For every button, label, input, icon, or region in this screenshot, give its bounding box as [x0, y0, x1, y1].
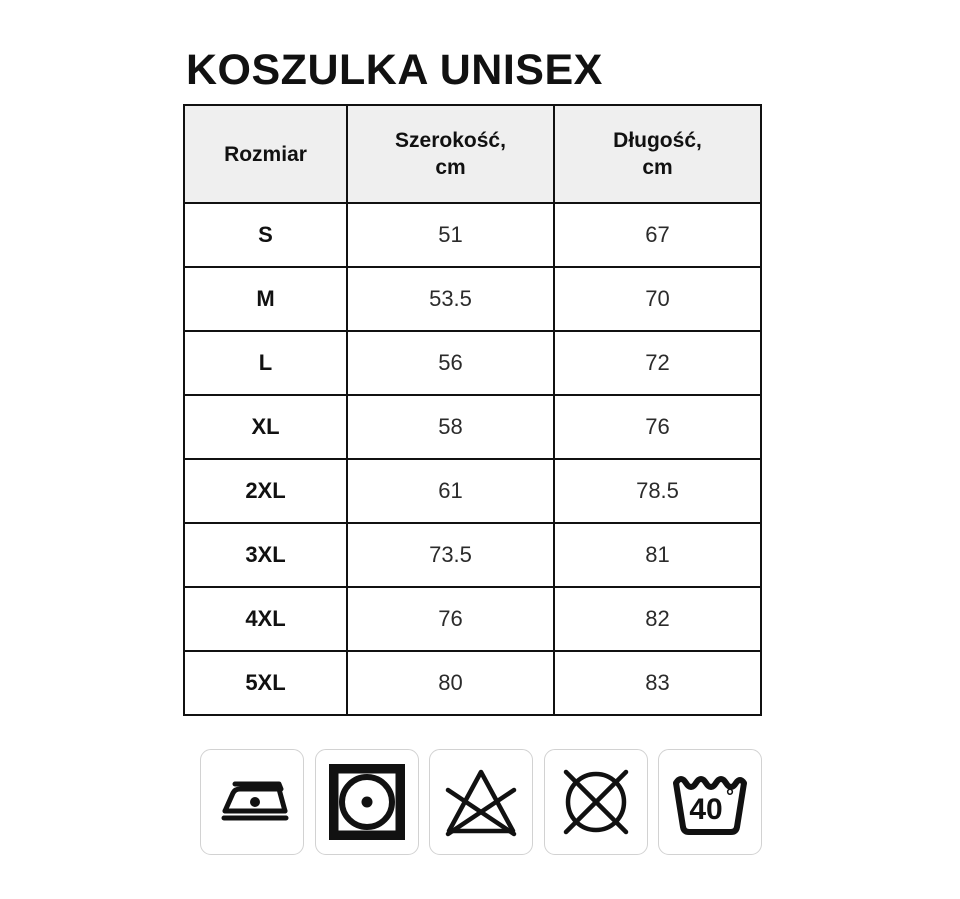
- size-table-body: S 51 67 M 53.5 70 L 56 72 XL 58 76 2XL 6: [183, 202, 762, 716]
- table-row: 4XL 76 82: [183, 586, 762, 652]
- care-symbol-iron: [200, 749, 304, 855]
- column-header-width-label: Szerokość,: [395, 129, 506, 152]
- cell-size: L: [183, 330, 348, 396]
- cell-width: 61: [346, 458, 555, 524]
- cell-length: 70: [553, 266, 762, 332]
- cell-width: 56: [346, 330, 555, 396]
- cell-size: S: [183, 202, 348, 268]
- page-title: KOSZULKA UNISEX: [186, 46, 603, 94]
- table-row: M 53.5 70: [183, 266, 762, 332]
- tumble-dry-low-heat-icon: [328, 764, 405, 840]
- cell-size: 2XL: [183, 458, 348, 524]
- table-row: S 51 67: [183, 202, 762, 268]
- cell-size: 3XL: [183, 522, 348, 588]
- column-header-size-label: Rozmiar: [224, 142, 307, 166]
- wash-temperature-label: 40: [689, 793, 722, 826]
- iron-low-heat-icon: [213, 771, 291, 833]
- wash-temperature-degree: °: [726, 786, 734, 808]
- cell-length: 82: [553, 586, 762, 652]
- care-symbol-do-not-dry-clean: [543, 749, 648, 855]
- cell-size: XL: [183, 394, 348, 460]
- column-header-width: Szerokość, cm: [346, 104, 555, 204]
- table-row: L 56 72: [183, 330, 762, 396]
- table-row: 5XL 80 83: [183, 650, 762, 716]
- cell-width: 73.5: [346, 522, 555, 588]
- cell-length: 76: [553, 394, 762, 460]
- do-not-bleach-icon: [443, 766, 519, 838]
- cell-width: 80: [346, 650, 555, 716]
- care-symbol-do-not-bleach: [429, 749, 533, 855]
- cell-length: 72: [553, 330, 762, 396]
- table-row: 2XL 61 78.5: [183, 458, 762, 524]
- cell-width: 53.5: [346, 266, 555, 332]
- table-row: 3XL 73.5 81: [183, 522, 762, 588]
- table-header-row: Rozmiar Szerokość, cm Długość, cm: [183, 104, 762, 204]
- size-table: Rozmiar Szerokość, cm Długość, cm S 51 6…: [183, 104, 762, 716]
- size-table-head: Rozmiar Szerokość, cm Długość, cm: [183, 104, 762, 204]
- cell-width: 58: [346, 394, 555, 460]
- do-not-dry-clean-icon: [558, 764, 634, 840]
- cell-length: 83: [553, 650, 762, 716]
- cell-width: 76: [346, 586, 555, 652]
- cell-length: 78.5: [553, 458, 762, 524]
- care-symbol-tumble-dry: [314, 749, 419, 855]
- cell-size: M: [183, 266, 348, 332]
- column-header-length: Długość, cm: [553, 104, 762, 204]
- column-header-length-unit: cm: [642, 156, 673, 179]
- care-symbol-wash-40: 40 °: [658, 749, 762, 855]
- cell-size: 5XL: [183, 650, 348, 716]
- column-header-length-label: Długość,: [613, 129, 702, 152]
- care-symbols-row: 40 °: [200, 749, 762, 855]
- table-row: XL 58 76: [183, 394, 762, 460]
- cell-length: 81: [553, 522, 762, 588]
- cell-size: 4XL: [183, 586, 348, 652]
- cell-length: 67: [553, 202, 762, 268]
- column-header-size: Rozmiar: [183, 104, 348, 204]
- wash-40-degrees-icon: 40 °: [670, 769, 750, 835]
- cell-width: 51: [346, 202, 555, 268]
- column-header-width-unit: cm: [435, 156, 466, 179]
